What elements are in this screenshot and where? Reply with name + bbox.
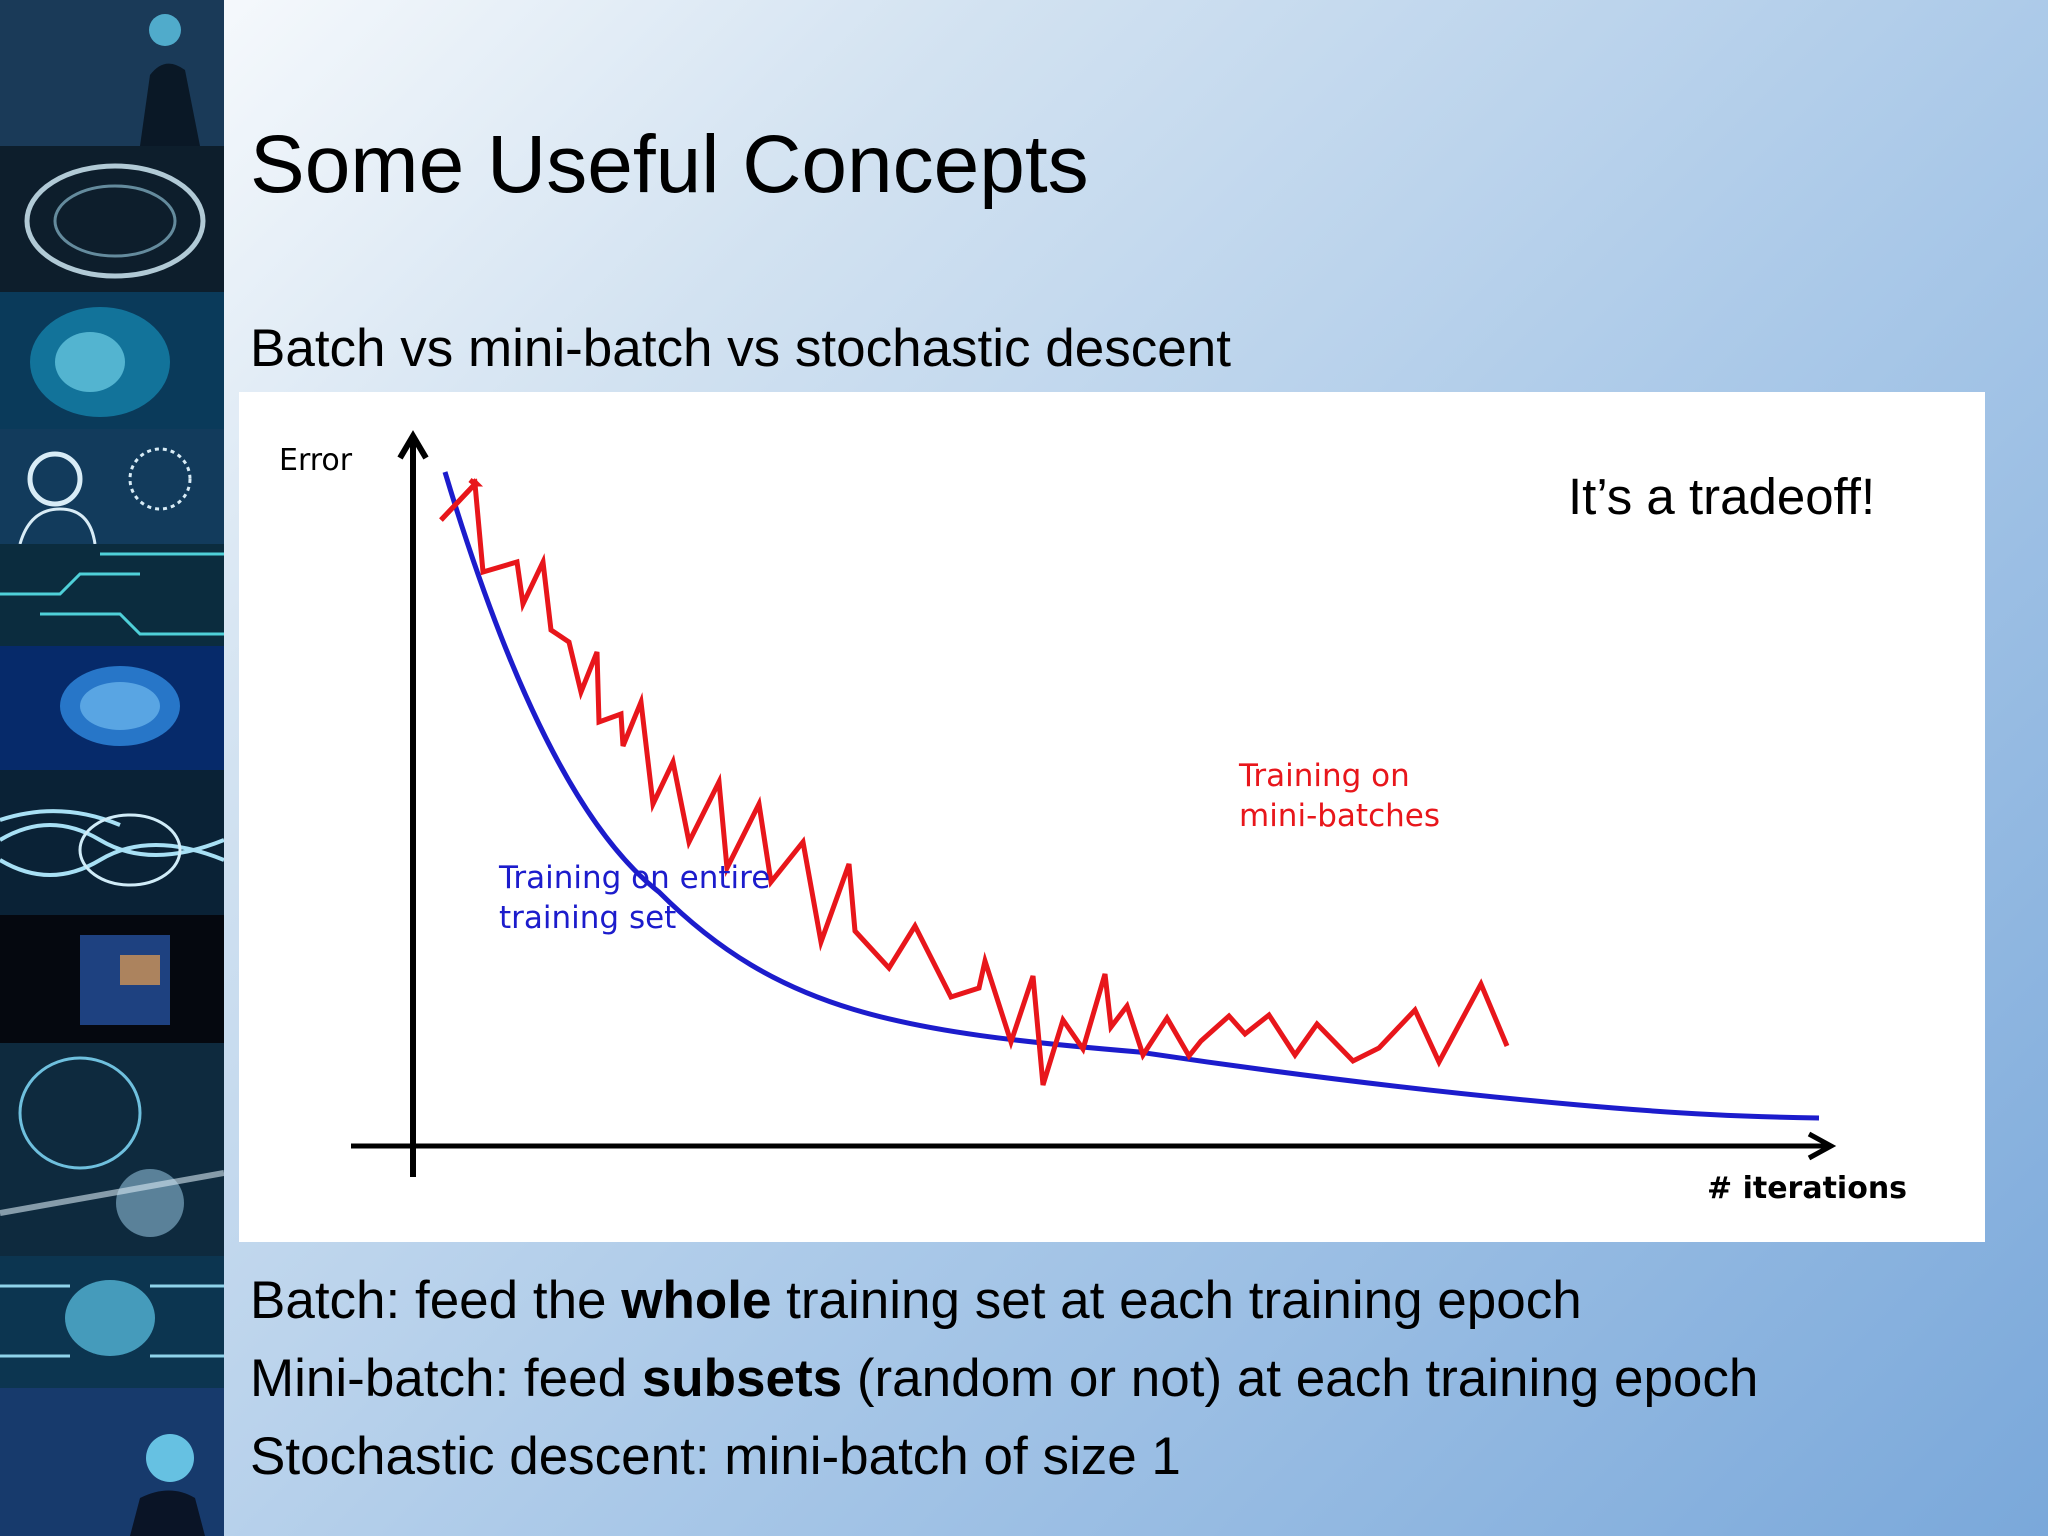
series-label-entire-line-2: training set [499, 900, 676, 936]
chart-panel: Error # iterations Training on entire tr… [239, 392, 1985, 1242]
bullet-stochastic-prefix: Stochastic descent: mini-batch of size 1 [250, 1427, 1181, 1486]
series-label-mini-line-1: Training on [1238, 758, 1410, 794]
gears-and-brain-heads-image [0, 429, 224, 544]
y-axis-label: Error [279, 443, 353, 478]
bullet-mini-batch-suffix: (random or not) at each training epoch [842, 1349, 1759, 1408]
bullet-mini-batch: Mini-batch: feed subsets (random or not)… [250, 1340, 1758, 1418]
error-vs-iterations-chart: Error # iterations Training on entire tr… [279, 430, 1907, 1206]
series-label-mini-batches: Training on mini-batches [1238, 758, 1440, 834]
x-axis-arrowhead [1807, 1131, 1837, 1161]
tradeoff-callout: It’s a tradeoff! [1568, 468, 1876, 525]
binary-head-image [0, 1043, 224, 1256]
bullet-list: Batch: feed the whole training set at ea… [250, 1262, 1758, 1496]
circuit-face-image [0, 544, 224, 646]
digital-head-image [0, 292, 224, 429]
x-axis-label: # iterations [1707, 1171, 1907, 1206]
sidebar-image-strip [0, 0, 224, 1536]
circuit-brain-image [0, 1256, 224, 1388]
data-face-image [0, 915, 224, 1043]
bullet-stochastic: Stochastic descent: mini-batch of size 1 [250, 1418, 1758, 1496]
bullet-mini-batch-prefix: Mini-batch: feed [250, 1349, 642, 1408]
bullet-batch: Batch: feed the whole training set at ea… [250, 1262, 1758, 1340]
series-label-entire-training-set: Training on entire training set [498, 860, 780, 936]
blue-brain-image [0, 646, 224, 770]
wired-brain-image [0, 770, 224, 915]
bullet-batch-bold: whole [621, 1271, 772, 1330]
glowing-brain-image [0, 146, 224, 292]
brain-hand-image [0, 1388, 224, 1536]
bullet-batch-prefix: Batch: feed the [250, 1271, 622, 1330]
bullet-mini-batch-bold: subsets [641, 1349, 843, 1408]
head-silhouette-image [0, 0, 224, 146]
series-line-mini-batches-zigzag [439, 478, 1510, 1086]
slide-title: Some Useful Concepts [250, 119, 1089, 210]
bullet-batch-suffix: training set at each training epoch [771, 1271, 1582, 1330]
series-label-entire-line-1: Training on entire [498, 860, 770, 896]
slide-subtitle: Batch vs mini-batch vs stochastic descen… [250, 319, 1231, 378]
y-axis-arrowhead [397, 430, 429, 460]
series-label-mini-line-2: mini-batches [1239, 798, 1440, 834]
